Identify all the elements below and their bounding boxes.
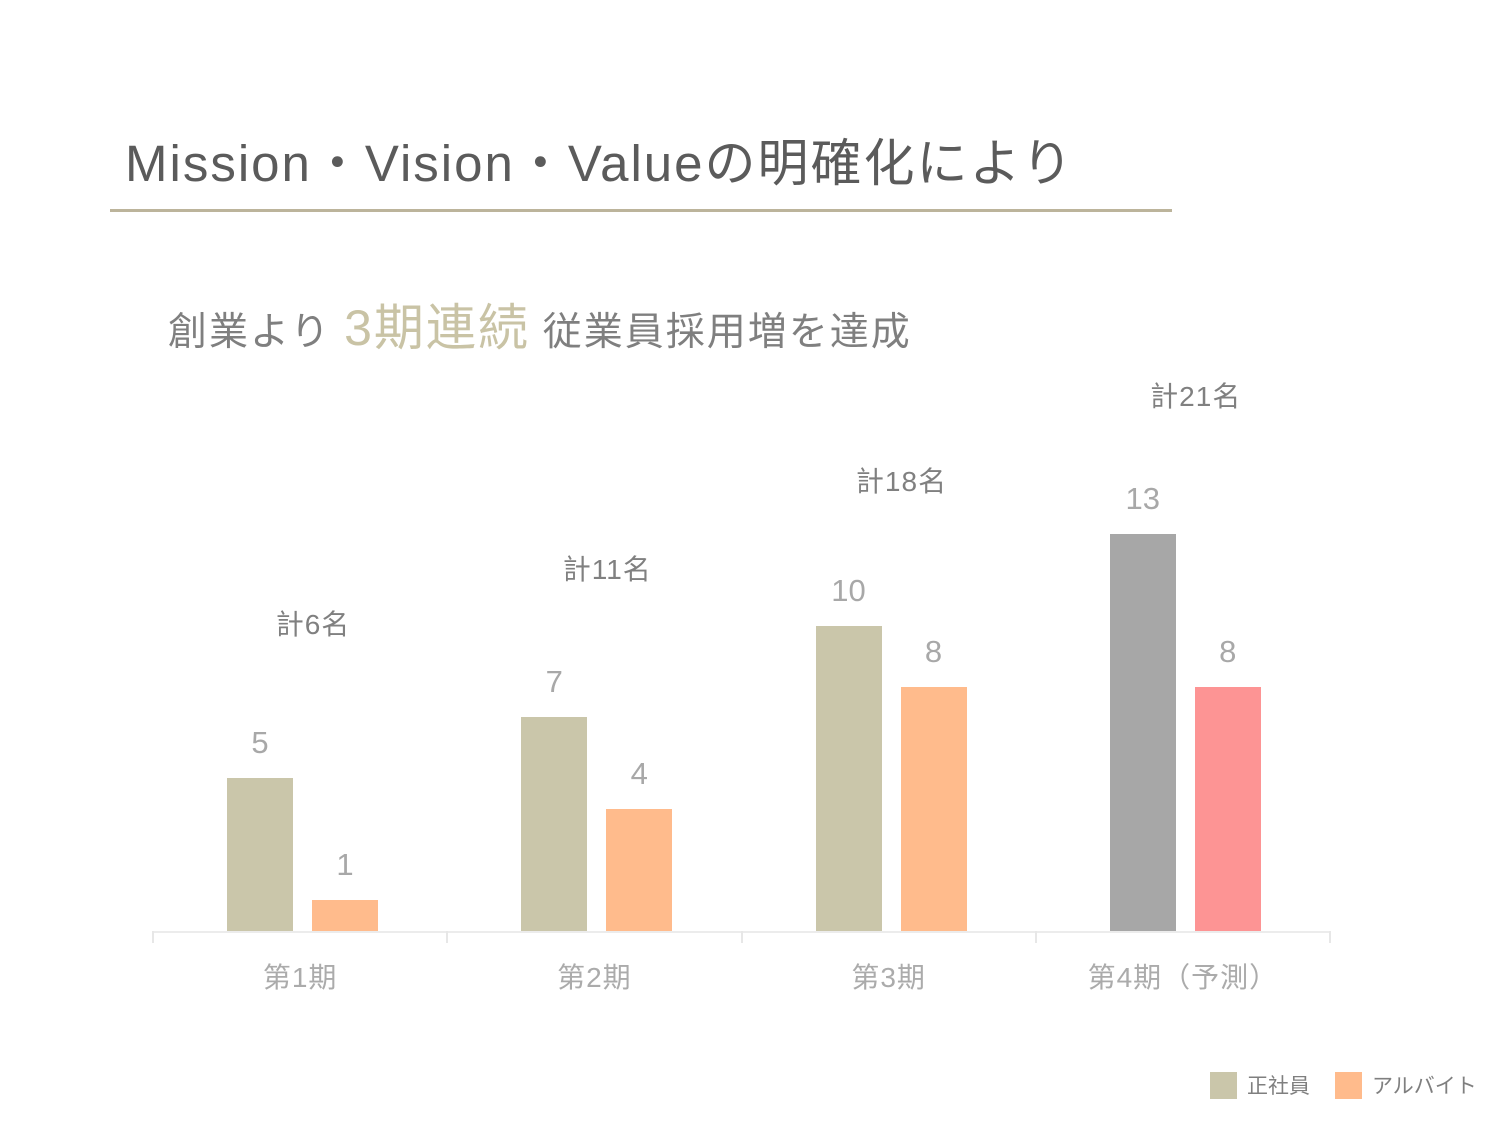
bar-series0-cat0 [227, 778, 293, 931]
bar-series0-cat3 [1109, 534, 1176, 931]
subtitle-suffix: 従業員採用増を達成 [529, 311, 912, 354]
bar-series1-cat0 [312, 900, 378, 931]
bar-series1-cat1 [606, 809, 673, 931]
value-label-series0-cat3: 13 [1125, 481, 1160, 516]
value-label-series0-cat0: 5 [251, 725, 269, 760]
bar-series1-cat2 [900, 687, 967, 931]
axis-tick-1 [446, 931, 449, 943]
total-label-cat1: 計11名 [562, 554, 652, 585]
slide-subtitle: 創業より 3期連続 従業員採用増を達成 [168, 288, 912, 360]
value-label-series1-cat3: 8 [1219, 634, 1237, 669]
value-label-series0-cat1: 7 [545, 664, 563, 699]
bar-series1-cat3 [1194, 687, 1261, 931]
total-label-cat3: 計21名 [1150, 381, 1242, 412]
legend-swatch-fulltime [1210, 1072, 1237, 1099]
legend-label-fulltime: 正社員 [1247, 1075, 1310, 1098]
axis-tick-0 [152, 931, 154, 943]
total-label-cat0: 計6名 [275, 609, 351, 640]
legend-label-parttime: アルバイト [1372, 1075, 1477, 1098]
category-label-cat0: 第1期 [262, 962, 338, 993]
category-label-cat2: 第3期 [851, 962, 926, 993]
axis-tick-3 [1034, 931, 1037, 943]
subtitle-prefix: 創業より [168, 311, 345, 354]
subtitle-highlight: 3期連続 [344, 300, 530, 356]
total-label-cat2: 計18名 [855, 466, 948, 497]
legend-swatch-parttime [1335, 1072, 1362, 1099]
value-label-series0-cat2: 10 [831, 573, 866, 608]
bar-series0-cat2 [815, 626, 882, 931]
value-label-series1-cat0: 1 [336, 847, 354, 882]
title-underline [110, 209, 1172, 212]
category-label-cat1: 第2期 [557, 962, 632, 993]
category-label-cat3: 第4期（予測） [1087, 962, 1279, 993]
value-label-series1-cat1: 4 [630, 756, 648, 791]
slide-title: Mission・Vision・Valueの明確化により [125, 135, 1075, 192]
bar-series0-cat1 [521, 717, 588, 931]
axis-tick-2 [740, 931, 743, 943]
axis-tick-4 [1329, 931, 1331, 943]
value-label-series1-cat2: 8 [924, 634, 943, 669]
